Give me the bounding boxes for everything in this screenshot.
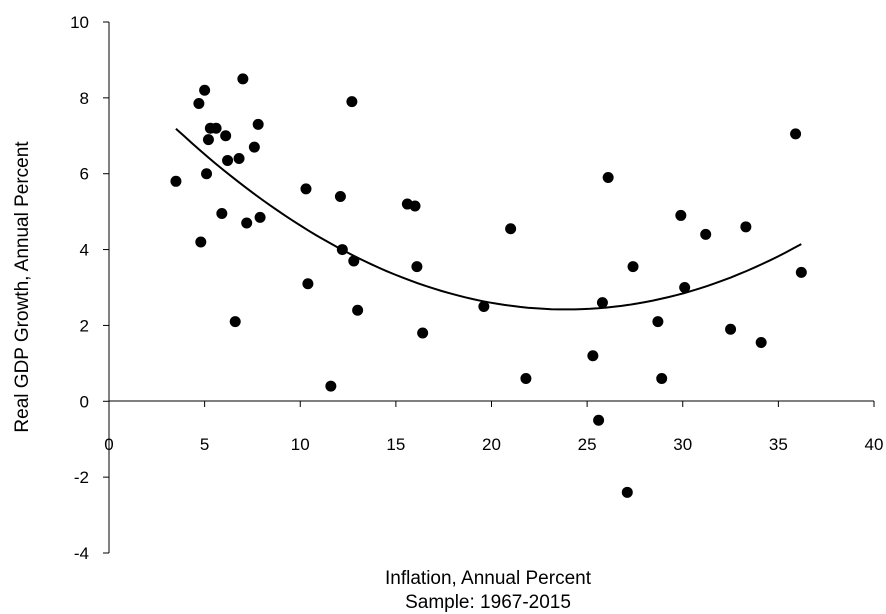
x-ticks: 0 5 10 15 20 25 30 35 40 <box>104 401 883 454</box>
y-tick-label: 2 <box>80 316 89 335</box>
data-point <box>520 373 532 385</box>
data-point <box>201 168 213 180</box>
data-point <box>417 327 429 339</box>
data-point <box>252 118 264 130</box>
x-tick-label: 5 <box>200 435 209 454</box>
data-point <box>652 316 664 328</box>
x-axis-subtitle: Sample: 1967-2015 <box>405 592 571 613</box>
x-tick-label: 20 <box>482 435 501 454</box>
data-point <box>348 255 360 267</box>
data-point <box>795 266 807 278</box>
y-tick-label: 0 <box>80 392 89 411</box>
data-point <box>193 98 205 110</box>
data-point <box>220 130 232 142</box>
data-point <box>656 373 668 385</box>
y-tick-label: 10 <box>70 13 89 32</box>
data-point <box>334 190 346 202</box>
data-point <box>346 96 358 108</box>
quadratic-trendline <box>175 127 802 311</box>
x-axis-title: Inflation, Annual Percent <box>385 568 592 589</box>
x-tick-label: 10 <box>291 435 310 454</box>
data-point <box>675 209 687 221</box>
data-point <box>679 282 691 293</box>
data-point <box>725 323 737 335</box>
data-point <box>755 336 767 348</box>
data-point <box>409 200 421 212</box>
data-point <box>229 316 241 328</box>
data-point <box>700 228 712 240</box>
data-point <box>195 236 207 248</box>
axes <box>108 22 874 553</box>
data-point <box>627 261 639 273</box>
data-point <box>170 175 182 187</box>
data-point <box>602 172 614 184</box>
x-tick-label: 30 <box>673 435 692 454</box>
data-point <box>587 350 599 362</box>
y-ticks: -4 -2 0 2 4 6 8 10 <box>70 13 109 563</box>
x-tick-label: 0 <box>104 435 113 454</box>
data-point <box>237 73 249 85</box>
data-point <box>790 128 802 140</box>
x-tick-label: 15 <box>386 435 405 454</box>
data-point <box>254 211 266 223</box>
data-point <box>505 223 517 235</box>
data-point <box>740 221 752 233</box>
data-point <box>411 261 423 273</box>
data-point <box>210 122 222 134</box>
data-point <box>233 153 245 165</box>
data-point <box>621 486 633 498</box>
data-point <box>325 380 337 392</box>
x-tick-label: 35 <box>769 435 788 454</box>
data-points <box>170 73 807 498</box>
data-point <box>222 154 234 166</box>
y-axis-title: Real GDP Growth, Annual Percent <box>12 141 33 433</box>
data-point <box>300 183 312 195</box>
y-tick-label: -2 <box>74 468 89 487</box>
data-point <box>248 141 260 153</box>
data-point <box>352 304 364 316</box>
y-tick-label: 6 <box>80 165 89 184</box>
x-tick-label: 40 <box>865 435 884 454</box>
data-point <box>202 134 214 146</box>
y-tick-label: -4 <box>74 544 89 563</box>
data-point <box>478 300 490 312</box>
y-tick-label: 8 <box>80 89 89 108</box>
x-tick-label: 25 <box>578 435 597 454</box>
y-tick-label: 4 <box>80 241 89 260</box>
data-point <box>216 208 228 220</box>
data-point <box>241 217 253 229</box>
data-point <box>596 297 608 309</box>
data-point <box>302 278 314 290</box>
data-point <box>336 244 348 256</box>
data-point <box>199 84 211 96</box>
data-point <box>593 414 605 426</box>
